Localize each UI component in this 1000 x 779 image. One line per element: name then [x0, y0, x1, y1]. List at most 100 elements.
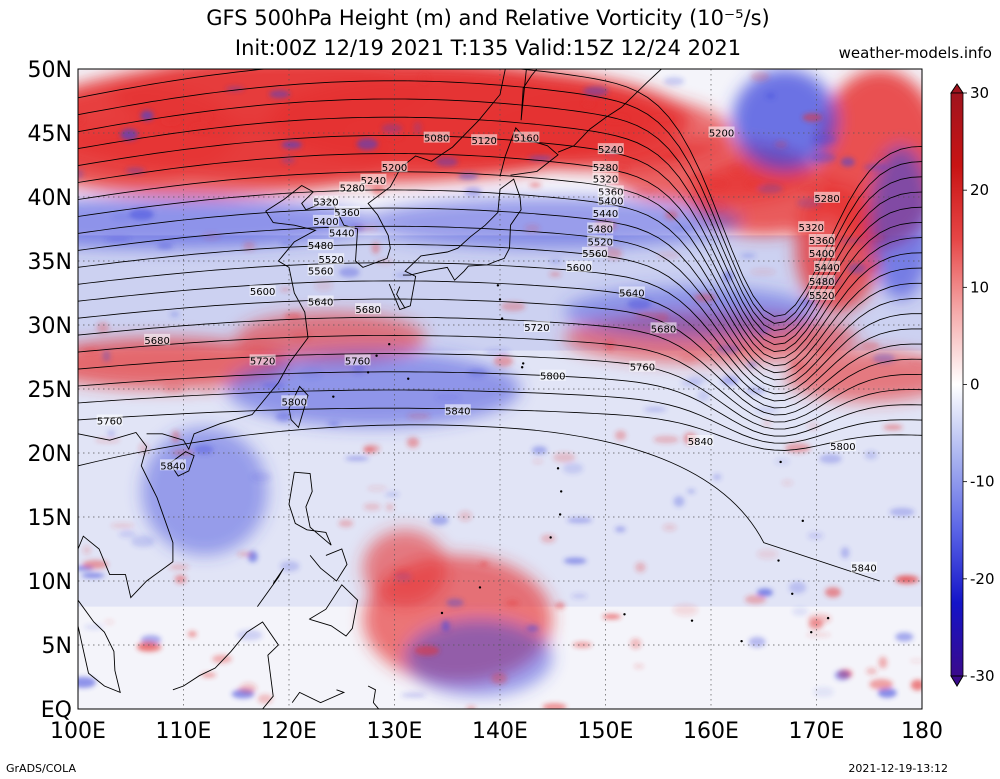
svg-text:5200: 5200	[382, 163, 407, 174]
map-title-line1: GFS 500hPa Height (m) and Relative Vorti…	[206, 6, 770, 30]
contour-label: 5840	[444, 404, 471, 417]
contour-label: 5560	[307, 264, 334, 278]
latitude-label: 30N	[28, 314, 72, 339]
svg-text:5520: 5520	[587, 237, 612, 248]
latitude-label: 35N	[28, 250, 72, 275]
svg-text:5480: 5480	[809, 277, 834, 288]
longitude-label: 180	[901, 719, 943, 744]
coastline	[169, 451, 195, 477]
colorbar-tick-label: 0	[970, 376, 980, 394]
coastline	[308, 584, 359, 637]
svg-text:5440: 5440	[814, 263, 839, 274]
longitude-labels: 100E 110E 120E 130E 140E 150E 160E 170E 180	[50, 719, 943, 744]
svg-text:5360: 5360	[809, 236, 834, 247]
footer-software: GrADS/COLA	[6, 762, 76, 775]
contour-label: 5280	[339, 181, 366, 195]
contour-label: 5240	[597, 143, 624, 156]
contour-label: 5480	[307, 239, 334, 252]
colorbar-tick-label: -20	[970, 570, 995, 588]
contour-label: 5440	[814, 260, 841, 274]
svg-text:5080: 5080	[424, 134, 449, 145]
latitude-label: 45N	[28, 122, 72, 147]
contour-label: 5520	[587, 235, 614, 248]
svg-text:5560: 5560	[582, 249, 607, 260]
coastline	[78, 599, 121, 694]
contour-label: 5840	[687, 434, 714, 448]
contour-label: 5680	[650, 322, 677, 335]
colorbar-min-arrow	[950, 675, 964, 687]
latitude-label: 10N	[28, 570, 72, 595]
coastline	[288, 471, 332, 546]
longitude-label: 120E	[261, 719, 317, 744]
coastline	[257, 567, 285, 607]
svg-text:5600: 5600	[250, 287, 275, 298]
contour-label: 5400	[597, 194, 624, 207]
contour-label: 5840	[850, 561, 877, 575]
plot-frame	[77, 68, 923, 710]
svg-text:5800: 5800	[830, 442, 855, 453]
contour-label: 5720	[523, 321, 550, 334]
contour-label: 5640	[307, 295, 334, 308]
contour-label: 5520	[808, 289, 835, 302]
svg-text:5800: 5800	[540, 372, 565, 383]
contour-label: 5520	[318, 253, 345, 266]
height-contours	[78, 69, 922, 582]
latitude-label: EQ	[41, 698, 72, 723]
latitude-label: 50N	[28, 58, 72, 83]
coastline	[396, 286, 406, 309]
contour-label: 5360	[597, 185, 624, 198]
contour-label: 5480	[808, 274, 835, 288]
contour-label: 5560	[581, 246, 608, 260]
contour-label: 5760	[629, 360, 656, 374]
coastline	[674, 56, 688, 66]
svg-text:5840: 5840	[688, 437, 713, 448]
graticule	[78, 69, 922, 709]
contour-labels: 5080 5120 5160 5200524052005240528053205360…	[96, 126, 877, 575]
svg-text:5640: 5640	[619, 289, 644, 300]
svg-text:5160: 5160	[514, 134, 539, 145]
svg-text:5600: 5600	[566, 263, 591, 274]
colorbar-max-arrow	[950, 83, 964, 94]
coastline	[172, 621, 279, 709]
contour-label: 5680	[144, 333, 171, 347]
coastline	[309, 548, 348, 582]
svg-text:5680: 5680	[651, 324, 676, 335]
svg-text:5720: 5720	[524, 323, 549, 334]
longitude-label: 140E	[472, 719, 528, 744]
svg-text:5240: 5240	[361, 176, 386, 187]
svg-text:5680: 5680	[355, 305, 380, 316]
contour-label: 5280	[592, 161, 619, 174]
colorbar: 30 20 10 0 -10 -20 -30	[950, 83, 995, 687]
contour-label: 5720	[249, 354, 276, 367]
map-title-line2: Init:00Z 12/19 2021 T:135 Valid:15Z 12/2…	[234, 36, 742, 60]
svg-text:5520: 5520	[809, 291, 834, 302]
coastline	[291, 689, 346, 704]
longitude-label: 100E	[50, 719, 106, 744]
contour-label: 5640	[618, 286, 645, 300]
contour-label: 5280	[814, 191, 841, 205]
svg-text:5400: 5400	[598, 196, 623, 207]
contour-label: 5600	[249, 285, 276, 298]
colorbar-tick-label: 10	[970, 278, 989, 296]
contour-label: 5360	[334, 205, 361, 219]
colorbar-tick-label: -30	[970, 667, 995, 685]
svg-text:5320: 5320	[798, 223, 823, 234]
svg-text:5720: 5720	[250, 356, 275, 367]
contour-label: 5400	[808, 246, 835, 260]
coastline	[388, 178, 522, 311]
contour-label: 5440	[328, 226, 355, 239]
svg-text:5400: 5400	[313, 217, 338, 228]
contour-label: 5360	[808, 234, 835, 247]
vorticity-field	[78, 69, 922, 709]
svg-text:5280: 5280	[814, 194, 839, 205]
contour-label: 5760	[344, 354, 371, 367]
contour-label: 5400	[312, 214, 339, 228]
contour-label: 5320	[592, 172, 619, 186]
svg-text:5240: 5240	[598, 145, 623, 156]
latitude-label: 5N	[42, 634, 72, 659]
svg-text:5360: 5360	[598, 187, 623, 198]
coastline	[367, 685, 380, 709]
colorbar-scale	[950, 92, 964, 677]
svg-text:5840: 5840	[160, 461, 185, 472]
